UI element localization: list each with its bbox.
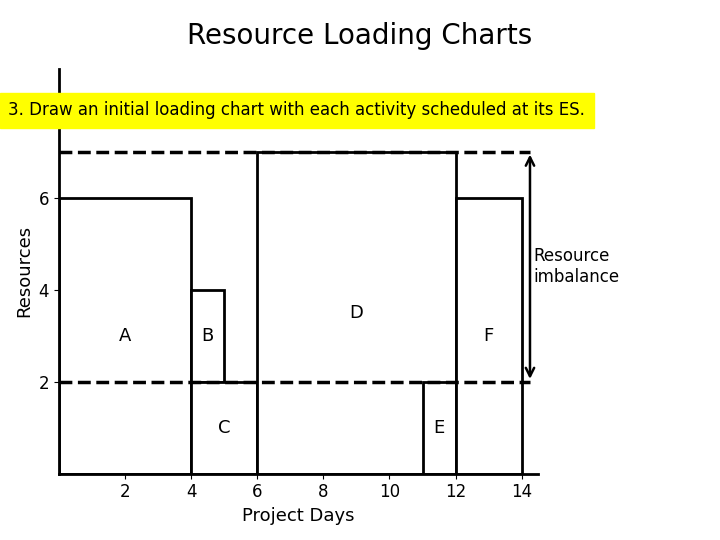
Bar bbox=[257, 152, 456, 474]
Text: Resource
imbalance: Resource imbalance bbox=[534, 247, 619, 286]
Text: 3. Draw an initial loading chart with each activity scheduled at its ES.: 3. Draw an initial loading chart with ea… bbox=[9, 102, 585, 119]
X-axis label: Project Days: Project Days bbox=[243, 507, 355, 525]
Text: B: B bbox=[202, 327, 214, 345]
Bar bbox=[423, 382, 456, 474]
Bar bbox=[456, 198, 522, 474]
Bar bbox=[59, 198, 191, 474]
Text: C: C bbox=[218, 418, 230, 437]
Bar bbox=[191, 382, 257, 474]
Text: E: E bbox=[433, 418, 445, 437]
Text: F: F bbox=[484, 327, 494, 345]
Text: A: A bbox=[119, 327, 131, 345]
Text: D: D bbox=[349, 304, 364, 322]
Bar bbox=[191, 290, 224, 382]
Text: Resource Loading Charts: Resource Loading Charts bbox=[187, 22, 533, 50]
Y-axis label: Resources: Resources bbox=[15, 225, 33, 318]
